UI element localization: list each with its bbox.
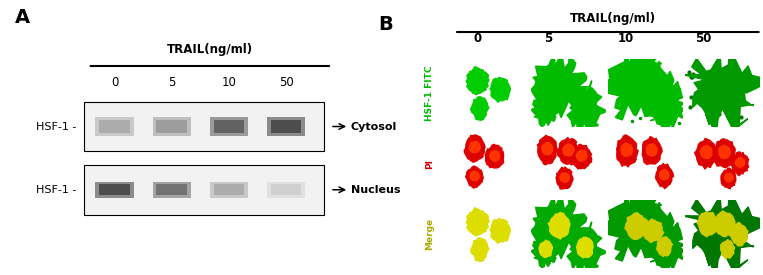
Bar xyxy=(153,182,191,198)
Polygon shape xyxy=(694,139,718,169)
Polygon shape xyxy=(471,238,489,262)
Bar xyxy=(210,117,248,136)
Polygon shape xyxy=(466,208,489,236)
Polygon shape xyxy=(646,213,687,275)
Text: Nucleus: Nucleus xyxy=(351,185,401,195)
Polygon shape xyxy=(549,213,570,239)
Text: 5: 5 xyxy=(168,76,175,89)
Text: HSF-1 -: HSF-1 - xyxy=(36,185,76,195)
Polygon shape xyxy=(646,144,657,156)
Polygon shape xyxy=(563,144,575,156)
Bar xyxy=(210,182,248,198)
Text: 50: 50 xyxy=(695,32,711,45)
Polygon shape xyxy=(490,219,510,243)
Polygon shape xyxy=(657,237,672,257)
Bar xyxy=(267,117,305,136)
Polygon shape xyxy=(682,45,763,131)
Polygon shape xyxy=(531,53,589,118)
Polygon shape xyxy=(713,139,736,168)
Text: 50: 50 xyxy=(278,76,294,89)
Text: Cytosol: Cytosol xyxy=(351,122,398,131)
Text: A: A xyxy=(15,8,31,27)
Bar xyxy=(99,120,130,133)
Polygon shape xyxy=(599,187,668,261)
Text: Merge: Merge xyxy=(425,218,433,250)
Bar xyxy=(95,182,134,198)
Polygon shape xyxy=(660,169,669,180)
Text: B: B xyxy=(378,15,393,34)
Polygon shape xyxy=(718,145,730,159)
Bar xyxy=(95,117,134,136)
Polygon shape xyxy=(642,136,662,164)
Polygon shape xyxy=(721,168,736,189)
Polygon shape xyxy=(537,136,558,165)
Text: TRAIL(ng/ml): TRAIL(ng/ml) xyxy=(167,43,253,56)
Polygon shape xyxy=(567,81,605,132)
Polygon shape xyxy=(732,152,749,175)
Polygon shape xyxy=(720,240,735,259)
Polygon shape xyxy=(725,173,733,182)
Polygon shape xyxy=(531,194,589,259)
Text: 10: 10 xyxy=(221,76,237,89)
Polygon shape xyxy=(617,135,638,167)
Polygon shape xyxy=(576,150,587,161)
Polygon shape xyxy=(621,143,633,156)
Text: HSF-1 -: HSF-1 - xyxy=(36,122,76,131)
Text: TRAIL(ng/ml): TRAIL(ng/ml) xyxy=(570,12,656,25)
Polygon shape xyxy=(599,46,668,120)
Polygon shape xyxy=(560,173,569,183)
Polygon shape xyxy=(490,151,500,161)
Text: 0: 0 xyxy=(111,76,118,89)
Polygon shape xyxy=(542,142,552,155)
Polygon shape xyxy=(643,219,664,243)
Polygon shape xyxy=(471,97,489,120)
Polygon shape xyxy=(655,163,674,188)
Bar xyxy=(156,184,187,195)
Text: 0: 0 xyxy=(473,32,481,45)
Polygon shape xyxy=(697,212,719,237)
Polygon shape xyxy=(466,67,489,95)
Bar xyxy=(99,184,130,195)
Polygon shape xyxy=(464,135,485,162)
Polygon shape xyxy=(714,211,735,236)
Polygon shape xyxy=(531,231,559,268)
Polygon shape xyxy=(567,222,605,273)
Bar xyxy=(267,182,305,198)
Polygon shape xyxy=(700,145,712,159)
Bar xyxy=(214,120,244,133)
Polygon shape xyxy=(531,90,559,126)
Polygon shape xyxy=(557,138,579,165)
Bar xyxy=(156,120,187,133)
Polygon shape xyxy=(571,144,591,169)
Bar xyxy=(84,165,324,214)
Polygon shape xyxy=(469,141,480,153)
Text: 5: 5 xyxy=(543,32,552,45)
Text: 10: 10 xyxy=(617,32,633,45)
Polygon shape xyxy=(490,77,510,102)
Bar xyxy=(153,117,191,136)
Polygon shape xyxy=(730,222,748,246)
Polygon shape xyxy=(736,158,745,168)
Polygon shape xyxy=(682,186,763,272)
Polygon shape xyxy=(646,71,687,134)
Polygon shape xyxy=(625,213,648,239)
Text: HSF-1 FITC: HSF-1 FITC xyxy=(425,65,433,121)
Bar xyxy=(84,102,324,151)
Polygon shape xyxy=(465,166,483,188)
Bar xyxy=(271,120,301,133)
Bar xyxy=(214,184,244,195)
Polygon shape xyxy=(556,167,573,189)
Polygon shape xyxy=(539,240,552,257)
Text: PI: PI xyxy=(425,159,433,169)
Polygon shape xyxy=(577,237,593,258)
Bar xyxy=(271,184,301,195)
Polygon shape xyxy=(485,144,504,168)
Polygon shape xyxy=(470,171,479,181)
